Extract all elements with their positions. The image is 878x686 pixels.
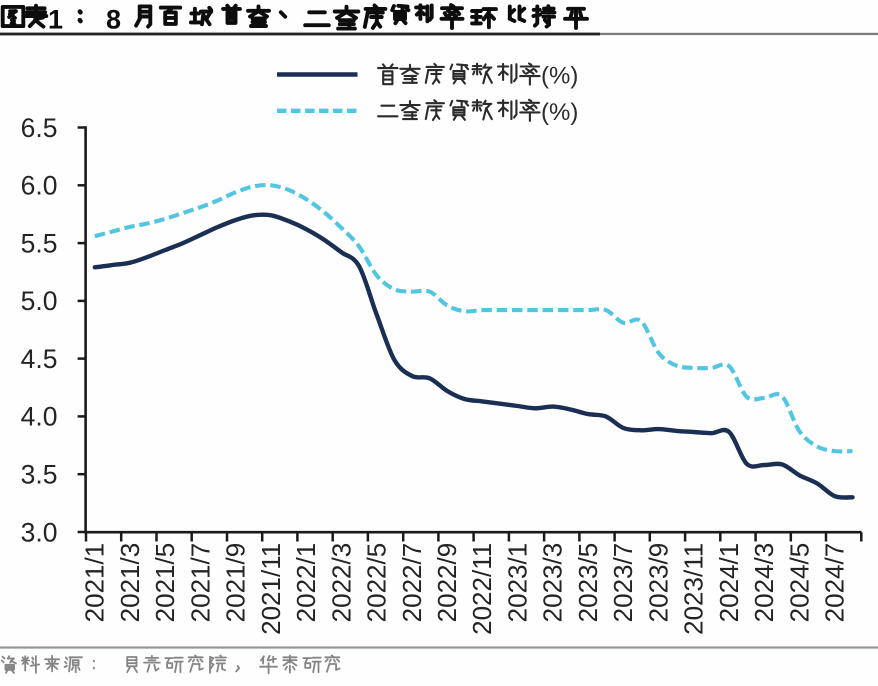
svg-text:2022/9: 2022/9 — [432, 543, 462, 623]
svg-text:3.0: 3.0 — [21, 517, 58, 547]
svg-text:5.0: 5.0 — [21, 286, 58, 316]
svg-text:2023/3: 2023/3 — [538, 543, 568, 623]
svg-text:(%): (%) — [541, 99, 578, 126]
svg-text:2023/1: 2023/1 — [503, 543, 533, 623]
svg-text:2024/1: 2024/1 — [714, 543, 744, 623]
svg-text:6.5: 6.5 — [21, 113, 58, 143]
svg-text:2023/5: 2023/5 — [573, 543, 603, 623]
svg-text:2022/3: 2022/3 — [326, 543, 356, 623]
svg-text:2024/3: 2024/3 — [749, 543, 779, 623]
svg-text:2021/7: 2021/7 — [185, 543, 215, 623]
svg-text:4.0: 4.0 — [21, 402, 58, 432]
svg-text:2024/5: 2024/5 — [784, 543, 814, 623]
svg-text:2023/9: 2023/9 — [643, 543, 673, 623]
svg-text:(%): (%) — [541, 63, 578, 90]
svg-text:8: 8 — [106, 5, 121, 35]
svg-text:2023/11: 2023/11 — [679, 543, 709, 635]
svg-text:2024/7: 2024/7 — [820, 543, 850, 623]
svg-text:2022/11: 2022/11 — [467, 543, 497, 635]
svg-text:3.5: 3.5 — [21, 460, 58, 490]
svg-text:5.5: 5.5 — [21, 228, 58, 258]
svg-text:2022/1: 2022/1 — [291, 543, 321, 623]
svg-text:2021/9: 2021/9 — [221, 543, 251, 623]
svg-text:6.0: 6.0 — [21, 171, 58, 201]
svg-text:2021/3: 2021/3 — [115, 543, 145, 623]
svg-text:2021/5: 2021/5 — [150, 543, 180, 623]
svg-text:2022/7: 2022/7 — [397, 543, 427, 623]
svg-text:2023/7: 2023/7 — [608, 543, 638, 623]
svg-text:1: 1 — [48, 5, 63, 35]
svg-text:2022/5: 2022/5 — [362, 543, 392, 623]
svg-text:2021/11: 2021/11 — [256, 543, 286, 635]
svg-text:4.5: 4.5 — [21, 344, 58, 374]
svg-text:2021/1: 2021/1 — [80, 543, 110, 623]
